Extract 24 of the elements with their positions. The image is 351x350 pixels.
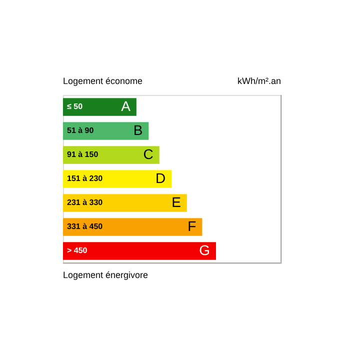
bar — [63, 242, 216, 260]
y-tick-label: F — [188, 218, 196, 234]
annotation: 231 à 330 — [67, 198, 104, 207]
bar — [63, 146, 160, 164]
text: Logement énergivore — [63, 270, 148, 280]
bar — [63, 170, 172, 188]
annotation: 151 à 230 — [67, 174, 104, 183]
y-tick-label: E — [172, 194, 181, 210]
text: kWh/m².an — [237, 76, 281, 86]
bar — [63, 122, 149, 140]
annotation: 331 à 450 — [67, 222, 104, 231]
bar — [63, 218, 202, 236]
y-tick-label: B — [133, 122, 143, 138]
annotation: 51 à 90 — [67, 126, 94, 135]
annotation: ≤ 50 — [67, 102, 84, 111]
y-tick-label: G — [199, 242, 210, 258]
annotation: > 450 — [67, 246, 88, 255]
annotation: 91 à 150 — [67, 150, 99, 159]
bar — [63, 98, 136, 116]
chart-title: Logement économe — [63, 76, 143, 86]
bar — [63, 194, 187, 212]
y-tick-label: A — [121, 98, 132, 114]
y-tick-label: C — [143, 146, 154, 162]
y-tick-label: D — [155, 170, 166, 186]
